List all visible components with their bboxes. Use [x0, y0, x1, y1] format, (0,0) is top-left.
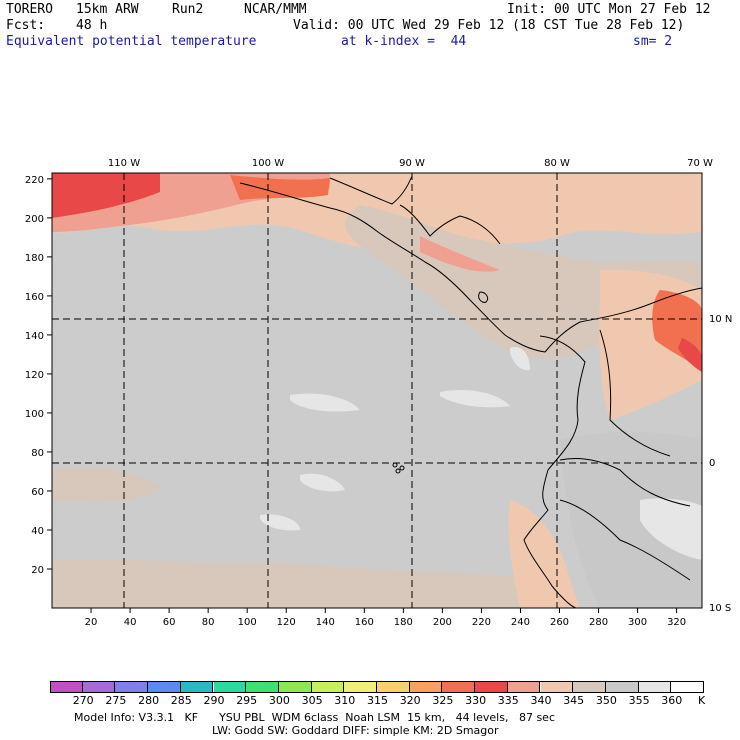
colorbar-swatch — [507, 681, 541, 693]
bottom-tick-label: 220 — [472, 617, 491, 628]
colorbar-swatch — [442, 681, 476, 693]
left-tick-label: 120 — [25, 370, 44, 381]
field-name: Equivalent potential temperature — [6, 34, 257, 49]
run-label: Run2 — [172, 2, 204, 17]
model-name: TORERO — [6, 2, 53, 17]
bottom-tick-label: 180 — [394, 617, 413, 628]
colorbar-value-label: 355 — [628, 694, 650, 707]
colorbar-value-label: 300 — [268, 694, 290, 707]
organization: NCAR/MMM — [244, 2, 307, 17]
colorbar-value-label: 340 — [530, 694, 552, 707]
colorbar-value-label: 320 — [399, 694, 421, 707]
colorbar-swatch — [115, 681, 149, 693]
colorbar-swatch — [180, 681, 214, 693]
colorbar-swatch — [311, 681, 345, 693]
bottom-tick-label: 100 — [238, 617, 257, 628]
left-tick-label: 220 — [25, 175, 44, 186]
forecast-hours: 48 h — [76, 18, 108, 33]
colorbar-value-label: 330 — [465, 694, 487, 707]
temperature-field — [52, 173, 702, 608]
bottom-tick-label: 120 — [277, 617, 296, 628]
left-tick-label: 140 — [25, 331, 44, 342]
colorbar-swatch — [50, 681, 83, 693]
valid-time: Valid: 00 UTC Wed 29 Feb 12 (18 CST Tue … — [293, 18, 685, 33]
colorbar-swatch — [278, 681, 312, 693]
bottom-tick-label: 200 — [433, 617, 452, 628]
left-tick-label: 80 — [31, 448, 44, 459]
colorbar-swatch — [377, 681, 410, 693]
top-label: 70 W — [687, 158, 713, 169]
physics-info-line: LW: Godd SW: Goddard DIFF: simple KM: 2D… — [212, 724, 499, 737]
left-tick-label: 160 — [25, 292, 44, 303]
colorbar-value-label: 295 — [236, 694, 258, 707]
top-label: 90 W — [399, 158, 425, 169]
left-tick-label: 20 — [31, 565, 44, 576]
right-label: 10 N — [709, 314, 732, 325]
colorbar-swatch — [540, 681, 574, 693]
left-tick-label: 60 — [31, 487, 44, 498]
colorbar-swatch — [213, 681, 247, 693]
right-label: 0 — [709, 458, 715, 469]
top-label: 100 W — [252, 158, 284, 169]
bottom-tick-label: 80 — [202, 617, 215, 628]
left-tick-label: 180 — [25, 253, 44, 264]
left-tick-label: 40 — [31, 526, 44, 537]
colorbar-swatch — [475, 681, 508, 693]
bottom-tick-label: 240 — [511, 617, 530, 628]
colorbar-value-label: 280 — [138, 694, 160, 707]
top-label: 80 W — [544, 158, 570, 169]
colorbar-swatch — [246, 681, 279, 693]
colorbar-unit: K — [698, 694, 706, 707]
level-index: at k-index = 44 — [341, 34, 467, 49]
colorbar-value-label: 270 — [72, 694, 94, 707]
colorbar-value-label: 360 — [661, 694, 683, 707]
bottom-tick-label: 280 — [589, 617, 608, 628]
colorbar-value-label: 315 — [367, 694, 388, 707]
bottom-axis: 20 40 60 80 100 120 140 160 180 200 220 240 260 280 30… — [85, 608, 686, 628]
colorbar-swatch — [409, 681, 443, 693]
model-resolution: 15km ARW — [76, 2, 139, 17]
model-info-line: Model Info: V3.3.1 KF YSU PBL WDM 6class… — [74, 711, 555, 724]
plot-frame — [51, 172, 703, 609]
bottom-tick-label: 300 — [628, 617, 647, 628]
colorbar-swatch — [82, 681, 116, 693]
colorbar-value-label: 345 — [563, 694, 585, 707]
colorbar-swatch — [638, 681, 672, 693]
right-label: 10 S — [709, 603, 731, 614]
colorbar-swatch — [148, 681, 181, 693]
colorbar-swatch — [605, 681, 639, 693]
colorbar-value-label: 350 — [595, 694, 617, 707]
top-label: 110 W — [108, 158, 140, 169]
bottom-tick-label: 60 — [163, 617, 176, 628]
colorbar-value-label: 305 — [301, 694, 323, 707]
bottom-tick-label: 320 — [667, 617, 686, 628]
init-time: Init: 00 UTC Mon 27 Feb 12 — [507, 2, 711, 17]
colorbar-swatch — [573, 681, 606, 693]
lat-lon-grid — [52, 173, 702, 608]
bottom-tick-label: 40 — [124, 617, 137, 628]
colorbar-value-label: 310 — [334, 694, 356, 707]
colorbar-value-label: 335 — [497, 694, 519, 707]
bottom-tick-label: 140 — [316, 617, 335, 628]
left-tick-label: 200 — [25, 214, 44, 225]
colorbar-value-label: 285 — [170, 694, 192, 707]
forecast-label: Fcst: — [6, 18, 46, 33]
bottom-tick-label: 160 — [355, 617, 374, 628]
colorbar-value-label: 325 — [432, 694, 454, 707]
bottom-tick-label: 260 — [550, 617, 569, 628]
smoothing: sm= 2 — [633, 34, 673, 49]
colorbar-value-label: 275 — [105, 694, 127, 707]
colorbar-swatch — [344, 681, 377, 693]
colorbar-frame — [50, 681, 704, 693]
colorbar-value-label: 290 — [203, 694, 225, 707]
left-tick-label: 100 — [25, 409, 44, 420]
bottom-tick-label: 20 — [85, 617, 98, 628]
left-axis: 20 40 60 80 100 120 140 160 180 200 220 — [25, 175, 52, 576]
